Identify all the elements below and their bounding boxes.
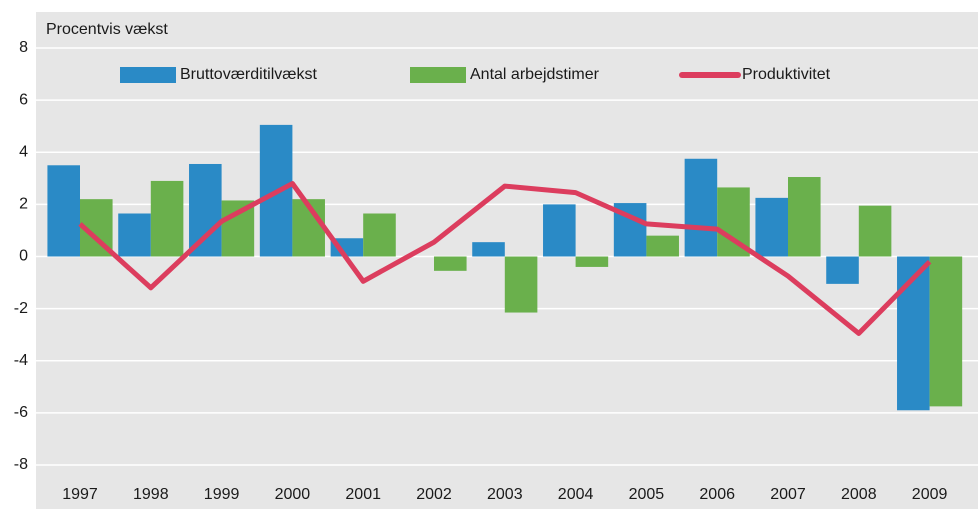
bar <box>929 256 963 407</box>
x-tick-label: 2008 <box>841 486 877 503</box>
x-tick-label: 2001 <box>345 486 381 503</box>
bar <box>755 197 788 257</box>
bar <box>897 256 930 411</box>
bar <box>543 204 576 257</box>
bar <box>47 165 80 257</box>
bar <box>330 238 364 257</box>
x-tick-label: 1997 <box>62 486 98 503</box>
x-tick-label: 2003 <box>487 486 523 503</box>
y-tick-label: 4 <box>19 143 28 160</box>
legend-label: Bruttoværditilvækst <box>180 66 317 83</box>
y-tick-label: -2 <box>14 300 28 317</box>
bar <box>434 256 467 271</box>
bar <box>826 256 859 284</box>
x-tick-label: 2004 <box>558 486 594 503</box>
x-tick-label: 2006 <box>699 486 735 503</box>
bar <box>575 256 609 267</box>
x-tick-label: 2009 <box>912 486 948 503</box>
bar <box>118 213 151 257</box>
bar <box>189 163 222 257</box>
bar <box>858 205 892 257</box>
bar <box>646 235 679 257</box>
y-tick-label: -6 <box>14 404 28 421</box>
legend-swatch <box>410 67 466 83</box>
y-tick-label: -8 <box>14 456 28 473</box>
y-tick-label: 6 <box>19 91 28 108</box>
bar <box>472 242 505 257</box>
bar <box>504 256 538 313</box>
bar <box>788 177 821 257</box>
bar <box>684 158 718 257</box>
line <box>78 181 932 336</box>
x-tick-label: 2002 <box>416 486 452 503</box>
legend-swatch <box>120 67 176 83</box>
x-tick-label: 2007 <box>770 486 806 503</box>
chart-title: Procentvis vækst <box>46 21 168 38</box>
legend-label: Produktivitet <box>742 66 831 83</box>
x-tick-label: 1999 <box>204 486 240 503</box>
y-tick-label: 8 <box>19 39 28 56</box>
y-tick-label: 2 <box>19 196 28 213</box>
bar <box>363 213 396 257</box>
x-tick-label: 2000 <box>275 486 311 503</box>
y-tick-label: 0 <box>19 248 28 265</box>
x-tick-label: 1998 <box>133 486 169 503</box>
legend-label: Antal arbejdstimer <box>470 66 600 83</box>
y-tick-label: -4 <box>14 352 28 369</box>
bar <box>150 180 184 257</box>
x-tick-label: 2005 <box>629 486 665 503</box>
